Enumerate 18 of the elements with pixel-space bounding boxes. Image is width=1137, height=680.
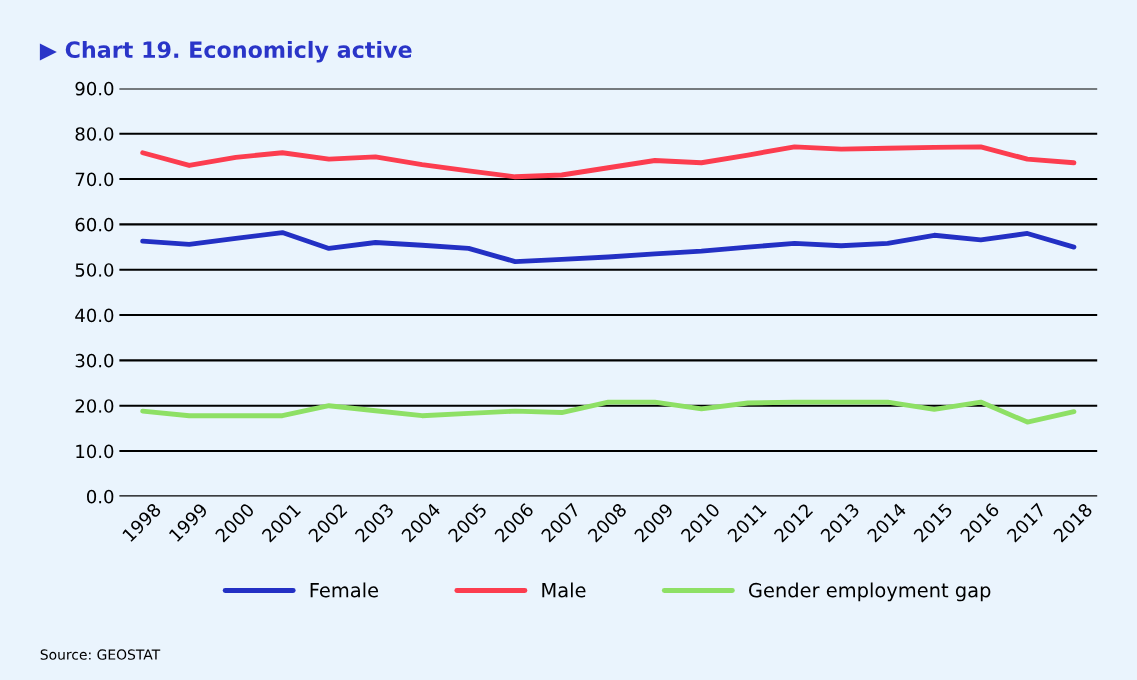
legend-label: Male xyxy=(542,582,586,598)
y-tick-label: 50.0 xyxy=(75,263,114,277)
chart-title: ▶ Chart 19. Economicly active xyxy=(39,40,412,63)
y-tick-label: 40.0 xyxy=(75,308,114,323)
y-tick-label: 0.0 xyxy=(87,489,114,504)
y-tick-label: 30.0 xyxy=(75,353,114,368)
legend-label: Gender employment gap xyxy=(749,582,991,602)
y-tick-label: 80.0 xyxy=(75,127,114,141)
line-series xyxy=(140,399,1077,425)
line-series xyxy=(140,144,1077,180)
y-tick-label: 20.0 xyxy=(75,399,114,413)
legend-label: Female xyxy=(310,582,379,598)
y-tick-label: 70.0 xyxy=(75,172,114,187)
source-note: Source: GEOSTAT xyxy=(40,649,161,660)
line-series xyxy=(140,230,1077,264)
y-tick-label: 60.0 xyxy=(75,217,114,232)
y-tick-label: 90.0 xyxy=(75,81,114,96)
y-tick-label: 10.0 xyxy=(76,444,114,459)
